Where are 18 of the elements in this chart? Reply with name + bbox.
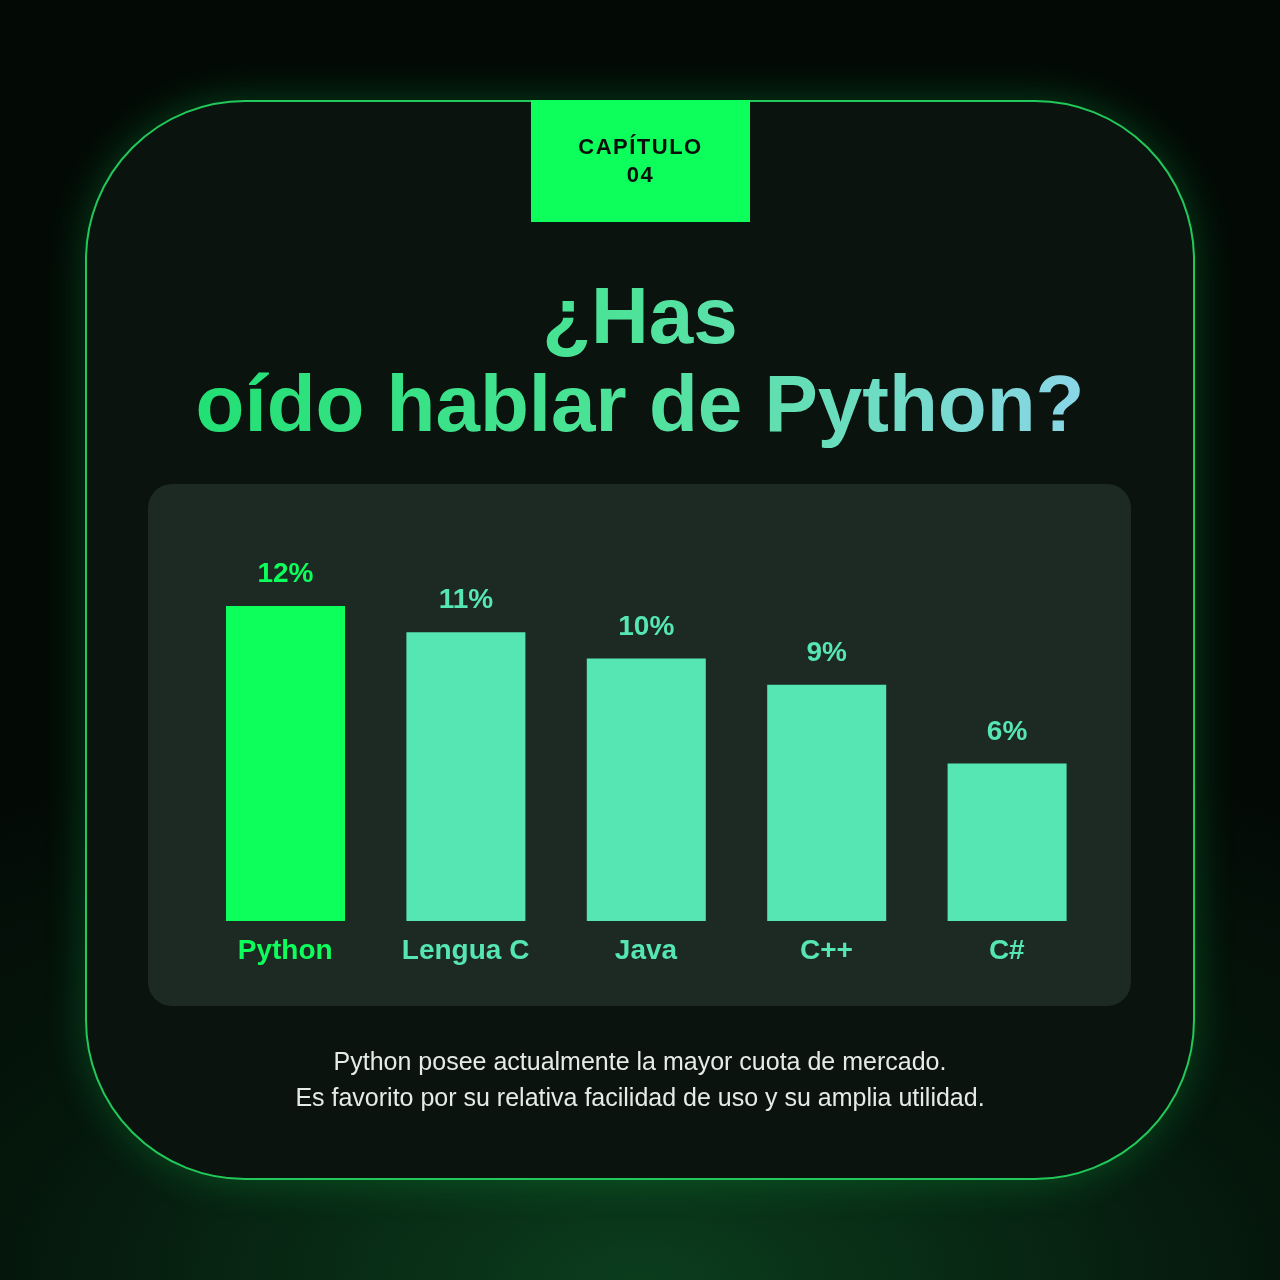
bar	[226, 606, 345, 921]
bar	[586, 658, 706, 921]
text: CAPÍTULO 04	[531, 100, 750, 222]
x-tick-label: Java	[614, 934, 678, 965]
x-tick-label: Python	[237, 934, 333, 965]
x-tick-label: Lengua C	[401, 934, 530, 965]
data-label: 12%	[257, 557, 314, 588]
chart-title: ¿Has oído hablar de Python?	[195, 271, 1085, 448]
bar	[947, 763, 1067, 921]
bar	[767, 684, 887, 921]
data-label: 6%	[986, 714, 1028, 746]
data-label: 11%	[438, 583, 494, 615]
data-label: 9%	[806, 635, 848, 667]
x-tick-label: C++	[799, 934, 853, 965]
text: Python posee actualmente la mayor cuota de mercado. Es favorito por su relativa facilidad de uso y su amplia utilidad.	[294, 1046, 986, 1113]
x-tick-label: C#	[988, 934, 1026, 965]
bar	[406, 632, 526, 921]
data-label: 10%	[618, 609, 675, 641]
